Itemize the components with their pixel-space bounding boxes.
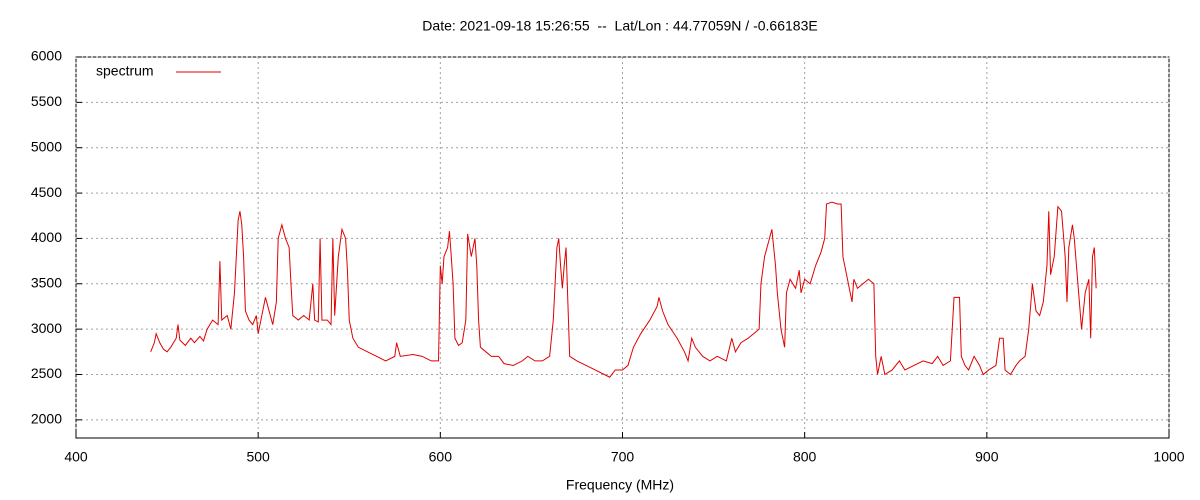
- chart-title: Date: 2021-09-18 15:26:55 -- Lat/Lon : 4…: [422, 18, 817, 34]
- y-tick-label: 3500: [31, 274, 62, 290]
- y-tick-label: 5000: [31, 138, 62, 154]
- x-tick-label: 700: [611, 449, 635, 465]
- x-tick-label: 600: [429, 449, 453, 465]
- y-tick-label: 4500: [31, 184, 62, 200]
- y-tick-label: 6000: [31, 48, 62, 64]
- x-tick-label: 400: [64, 449, 88, 465]
- y-tick-label: 2500: [31, 365, 62, 381]
- x-axis-label: Frequency (MHz): [566, 477, 674, 493]
- x-tick-label: 500: [246, 449, 270, 465]
- y-tick-label: 3000: [31, 320, 62, 336]
- x-tick-label: 900: [975, 449, 999, 465]
- y-tick-label: 4000: [31, 229, 62, 245]
- y-tick-label: 2000: [31, 411, 62, 427]
- x-tick-label: 800: [793, 449, 817, 465]
- legend-label: spectrum: [96, 63, 154, 79]
- x-tick-label: 1000: [1153, 449, 1184, 465]
- series-line: [150, 201, 1097, 378]
- y-tick-label: 5500: [31, 93, 62, 109]
